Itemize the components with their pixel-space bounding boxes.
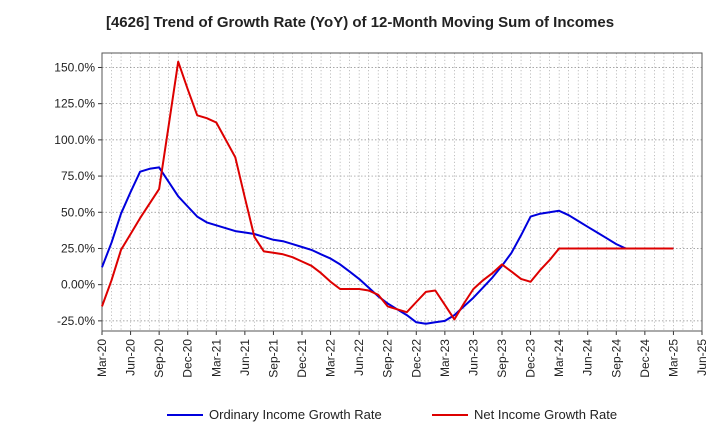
x-tick-label: Sep-22	[381, 339, 395, 378]
x-tick-label: Dec-23	[524, 339, 538, 378]
legend-label: Net Income Growth Rate	[474, 407, 617, 422]
series-line	[101, 166, 674, 325]
x-tick-label: Mar-23	[438, 339, 452, 377]
series-line	[101, 60, 674, 321]
plot-frame	[101, 52, 703, 332]
x-tick-label: Dec-24	[638, 339, 652, 378]
x-tick-label: Jun-25	[695, 339, 709, 376]
x-tick-label: Jun-24	[581, 339, 595, 376]
y-tick-label: 125.0%	[54, 97, 95, 111]
x-tick-label: Mar-24	[552, 339, 566, 377]
x-tick-label: Sep-21	[266, 339, 280, 378]
x-tick-label: Jun-20	[124, 339, 138, 376]
x-tick-label: Sep-24	[609, 339, 623, 378]
x-tick-label: Mar-21	[209, 339, 223, 377]
y-tick-label: 0.00%	[61, 278, 95, 292]
legend-label: Ordinary Income Growth Rate	[209, 407, 382, 422]
x-tick-label: Sep-23	[495, 339, 509, 378]
x-tick-label: Mar-20	[95, 339, 109, 377]
x-tick-label: Mar-22	[324, 339, 338, 377]
y-tick-label: -25.0%	[57, 314, 95, 328]
x-tick-label: Jun-23	[466, 339, 480, 376]
legend: Ordinary Income Growth Rate Net Income Gr…	[167, 407, 617, 422]
x-tick-label: Mar-25	[666, 339, 680, 377]
x-tick-label: Sep-20	[152, 339, 166, 378]
grid	[101, 53, 703, 331]
y-tick-label: 100.0%	[54, 133, 95, 147]
chart-title: [4626] Trend of Growth Rate (YoY) of 12-…	[105, 14, 615, 31]
y-tick-label: 150.0%	[54, 60, 95, 74]
y-tick-label: 50.0%	[61, 205, 95, 219]
axes: 150.0% 125.0% 100.0% 75.0% 50.0% 25.0% 0.00% -2…	[54, 52, 709, 378]
x-tick-label: Jun-22	[352, 339, 366, 376]
x-tick-label: Jun-21	[238, 339, 252, 376]
x-tick-label: Dec-20	[181, 339, 195, 378]
y-tick-label: 75.0%	[61, 169, 95, 183]
y-tick-label: 25.0%	[61, 241, 95, 255]
x-tick-label: Dec-22	[409, 339, 423, 378]
x-tick-label: Dec-21	[295, 339, 309, 378]
series	[101, 60, 674, 325]
